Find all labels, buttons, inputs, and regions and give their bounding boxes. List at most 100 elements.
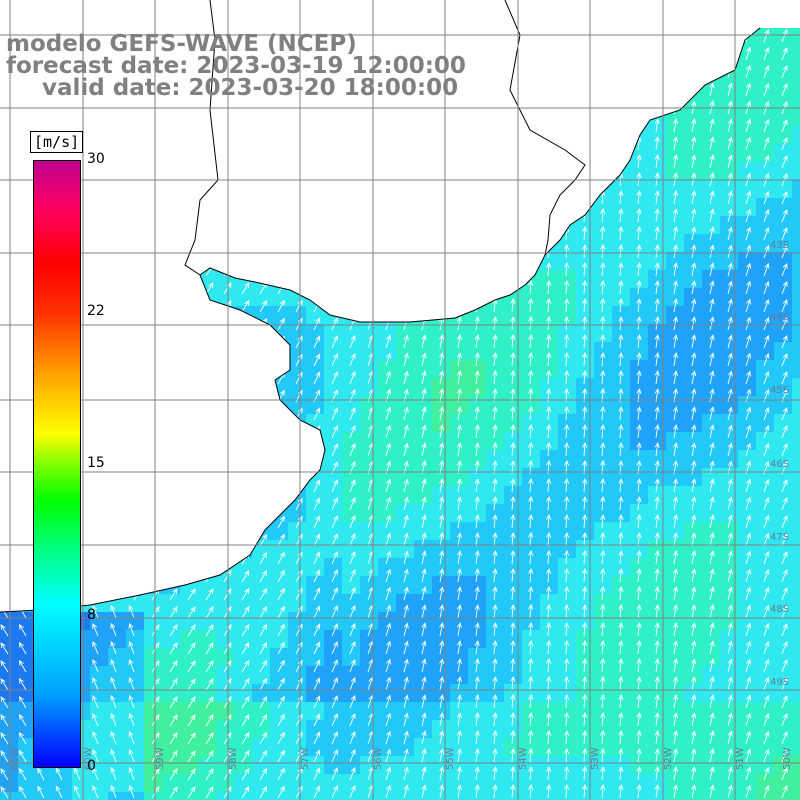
wind-arrow xyxy=(331,533,338,547)
wind-arrow xyxy=(331,551,338,565)
wind-speed-cell xyxy=(432,558,451,577)
wind-speed-cell xyxy=(558,306,577,325)
wind-speed-cell xyxy=(378,702,397,721)
wind-speed-cell xyxy=(738,684,757,703)
wind-arrow xyxy=(618,550,624,565)
wind-arrow xyxy=(763,82,770,97)
wind-arrow xyxy=(564,279,570,295)
wind-arrow xyxy=(745,424,752,439)
wind-speed-cell xyxy=(792,738,800,757)
longitude-label: 56W xyxy=(373,747,384,770)
longitude-label: 61W xyxy=(10,747,21,770)
wind-speed-cell xyxy=(558,252,577,271)
wind-speed-cell xyxy=(270,702,289,721)
wind-speed-cell xyxy=(324,504,343,523)
wind-arrow xyxy=(295,569,303,583)
wind-speed-cell xyxy=(558,774,577,793)
wind-speed-cell xyxy=(450,792,469,800)
wind-speed-cell xyxy=(180,666,199,685)
wind-arrow xyxy=(241,282,250,295)
wind-speed-cell xyxy=(738,666,757,685)
wind-arrow xyxy=(763,640,770,655)
wind-arrow xyxy=(546,585,552,601)
wind-speed-cell xyxy=(486,504,505,523)
wind-speed-cell xyxy=(558,234,577,253)
wind-speed-cell xyxy=(630,162,649,181)
wind-arrow xyxy=(295,677,303,691)
wind-arrow xyxy=(492,550,498,565)
wind-speed-cell xyxy=(702,414,721,433)
wind-speed-cell xyxy=(738,252,757,271)
wind-speed-cell xyxy=(720,630,739,649)
wind-speed-cell xyxy=(630,432,649,451)
wind-arrow xyxy=(582,369,588,385)
wind-arrow xyxy=(492,532,498,547)
wind-arrow xyxy=(781,298,788,313)
wind-arrow xyxy=(92,695,99,709)
wind-speed-cell xyxy=(414,774,433,793)
wind-speed-cell xyxy=(792,270,800,289)
wind-speed-cell xyxy=(540,270,559,289)
wind-speed-cell xyxy=(558,720,577,739)
wind-speed-cell xyxy=(396,792,415,800)
wind-arrow xyxy=(92,659,99,673)
wind-arrow xyxy=(745,442,752,457)
wind-arrow xyxy=(492,622,498,637)
wind-arrow xyxy=(385,604,392,619)
wind-speed-cell xyxy=(576,720,595,739)
wind-arrow xyxy=(439,442,445,457)
wind-speed-cell xyxy=(234,288,253,307)
wind-arrow xyxy=(727,622,733,637)
wind-arrow xyxy=(636,370,642,385)
wind-speed-cell xyxy=(738,558,757,577)
wind-arrow xyxy=(295,299,303,313)
wind-arrow xyxy=(421,712,427,727)
wind-speed-cell xyxy=(666,756,685,775)
wind-arrow xyxy=(331,479,338,493)
wind-speed-cell xyxy=(738,288,757,307)
wind-speed-cell xyxy=(774,306,793,325)
wind-speed-cell xyxy=(684,702,703,721)
wind-speed-cell xyxy=(756,486,775,505)
wind-arrow xyxy=(492,604,498,619)
wind-arrow xyxy=(403,766,409,781)
wind-speed-cell xyxy=(774,774,793,793)
wind-speed-cell xyxy=(342,576,361,595)
wind-arrow xyxy=(636,496,642,511)
wind-arrow xyxy=(618,730,624,745)
wind-speed-cell xyxy=(648,756,667,775)
wind-arrow xyxy=(349,424,356,439)
wind-speed-cell xyxy=(360,432,379,451)
wind-arrow xyxy=(492,514,498,529)
wind-speed-cell xyxy=(504,468,523,487)
wind-speed-cell xyxy=(648,630,667,649)
wind-arrow xyxy=(618,784,624,799)
wind-arrow xyxy=(403,496,409,511)
wind-arrow xyxy=(745,154,752,169)
wind-arrow xyxy=(600,639,606,655)
wind-arrow xyxy=(110,766,117,781)
wind-speed-cell xyxy=(450,630,469,649)
wind-speed-cell xyxy=(450,450,469,469)
wind-arrow xyxy=(727,496,733,511)
wind-arrow xyxy=(781,406,788,421)
wind-arrow xyxy=(691,568,697,583)
wind-arrow xyxy=(169,660,178,673)
wind-speed-cell xyxy=(360,594,379,613)
wind-arrow xyxy=(763,784,770,799)
wind-arrow xyxy=(241,750,250,763)
wind-arrow xyxy=(510,370,516,385)
wind-speed-cell xyxy=(468,504,487,523)
wind-arrow xyxy=(763,226,770,241)
wind-speed-cell xyxy=(792,720,800,739)
wind-arrow xyxy=(654,532,660,547)
wind-arrow xyxy=(745,514,752,529)
wind-arrow xyxy=(600,495,606,511)
wind-arrow xyxy=(349,676,356,691)
wind-speed-cell xyxy=(684,360,703,379)
wind-arrow xyxy=(510,694,516,709)
wind-speed-cell xyxy=(342,720,361,739)
wind-arrow xyxy=(295,749,303,763)
wind-speed-cell xyxy=(540,288,559,307)
wind-speed-cell xyxy=(594,594,613,613)
